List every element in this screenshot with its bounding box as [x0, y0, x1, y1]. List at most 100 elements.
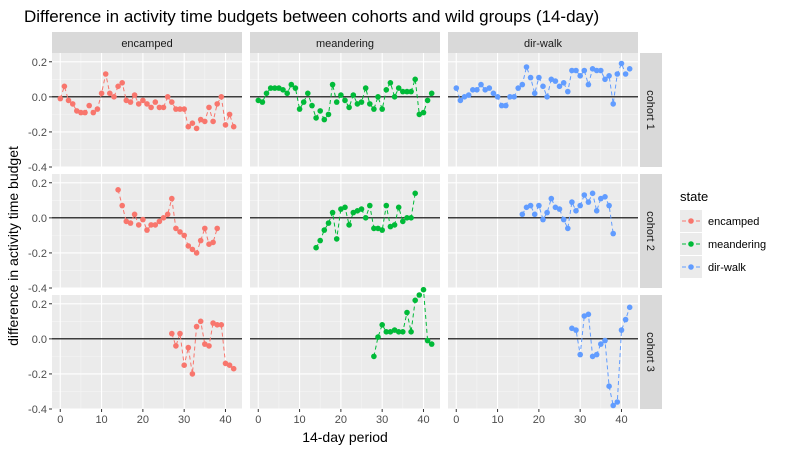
data-point: [395, 329, 402, 335]
data-point: [577, 351, 583, 358]
panel-encamped-cohort-3: [52, 295, 242, 410]
legend-key-point: [688, 241, 694, 247]
data-point: [375, 225, 381, 232]
data-point: [156, 104, 163, 111]
y-axis-label: difference in activity time budget: [5, 146, 21, 346]
strip-label-encamped: encamped: [121, 38, 172, 50]
data-point: [185, 123, 192, 130]
data-point: [202, 225, 208, 232]
data-point: [305, 90, 311, 97]
data-point: [367, 202, 373, 209]
data-point: [598, 195, 604, 202]
data-point: [169, 99, 175, 105]
data-point: [614, 399, 621, 405]
data-point: [362, 85, 369, 91]
data-point: [387, 80, 394, 86]
panels: encamped meandering dir-walk cohort 1 cohort…: [28, 32, 662, 426]
series-meandering-cohort-3: [371, 286, 435, 360]
data-point: [160, 104, 167, 111]
data-point: [375, 94, 381, 100]
data-point: [156, 218, 163, 225]
data-point: [606, 202, 612, 209]
y-tick-label: 0.0: [32, 334, 47, 346]
data-point: [69, 101, 76, 107]
series-dir-walk-cohort-1: [453, 60, 633, 109]
data-point: [350, 92, 357, 98]
data-point: [614, 71, 621, 77]
data-point: [408, 215, 414, 221]
data-point: [585, 81, 592, 88]
data-point: [420, 286, 427, 293]
chart-title: Difference in activity time budgets betw…: [24, 7, 599, 26]
data-point: [127, 220, 134, 226]
panel-dir-walk-cohort-2: [448, 174, 638, 289]
data-point: [329, 81, 336, 88]
series-encamped-cohort-1: [57, 71, 237, 132]
data-point: [169, 195, 175, 202]
data-point: [367, 101, 373, 107]
data-point: [296, 106, 303, 112]
data-point: [416, 292, 423, 298]
data-point: [602, 76, 608, 83]
data-point: [193, 323, 200, 330]
x-tick-label: 30: [178, 414, 190, 426]
data-point: [519, 81, 526, 88]
data-point: [511, 94, 517, 100]
data-point: [313, 244, 319, 251]
data-point: [98, 90, 105, 97]
panel-background: [52, 53, 242, 167]
data-point: [189, 246, 196, 253]
x-tick-label: 0: [453, 414, 459, 426]
legend-label: encamped: [708, 216, 759, 228]
data-point: [531, 211, 538, 218]
y-tick-label: 0.2: [32, 178, 47, 190]
data-point: [527, 74, 534, 81]
data-point: [598, 341, 604, 347]
x-tick-label: 30: [376, 414, 388, 426]
data-point: [309, 102, 315, 109]
data-point: [214, 322, 220, 328]
data-point: [115, 187, 121, 193]
panel-background: [250, 295, 440, 409]
data-point: [181, 362, 187, 369]
data-point: [197, 237, 204, 244]
data-point: [57, 95, 64, 102]
panel-dir-walk-cohort-1: [448, 53, 638, 168]
x-tick-label: 20: [137, 414, 149, 426]
data-point: [362, 215, 369, 221]
data-point: [383, 87, 390, 93]
data-point: [218, 94, 225, 100]
data-point: [560, 80, 567, 86]
strip-meandering: [250, 32, 440, 53]
data-point: [173, 225, 179, 232]
data-point: [383, 202, 390, 209]
series-encamped-cohort-3: [169, 318, 237, 377]
legend-item-encamped: encamped: [680, 210, 759, 232]
data-point: [102, 71, 109, 77]
data-point: [61, 83, 68, 90]
x-tick-label: 0: [57, 414, 63, 426]
data-point: [185, 243, 192, 249]
x-tick-label: 10: [293, 414, 305, 426]
row-strip-label: cohort 1: [644, 90, 656, 130]
data-point: [573, 327, 579, 333]
data-point: [544, 209, 550, 216]
data-point: [610, 101, 616, 107]
data-point: [169, 330, 175, 337]
x-tick-label: 10: [95, 414, 107, 426]
data-point: [313, 115, 319, 121]
data-point: [148, 222, 154, 228]
panel-meandering-cohort-2: [250, 174, 440, 289]
data-point: [375, 334, 381, 340]
data-point: [173, 106, 179, 112]
data-point: [400, 218, 406, 225]
data-point: [321, 227, 328, 233]
data-point: [536, 202, 542, 209]
y-tick-label: -0.4: [28, 283, 47, 295]
data-point: [519, 211, 526, 218]
data-point: [400, 88, 406, 95]
data-point: [408, 88, 414, 95]
data-point: [189, 371, 196, 377]
x-tick-label: 10: [491, 414, 503, 426]
data-point: [193, 125, 200, 132]
